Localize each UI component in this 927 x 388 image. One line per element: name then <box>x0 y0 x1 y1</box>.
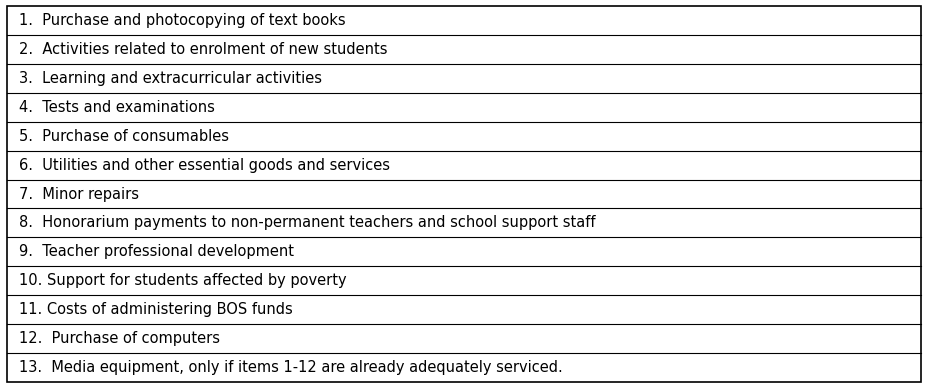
Text: 3.  Learning and extracurricular activities: 3. Learning and extracurricular activiti… <box>19 71 322 86</box>
Text: 8.  Honorarium payments to non-permanent teachers and school support staff: 8. Honorarium payments to non-permanent … <box>19 215 594 230</box>
Text: 9.  Teacher professional development: 9. Teacher professional development <box>19 244 293 260</box>
Text: 6.  Utilities and other essential goods and services: 6. Utilities and other essential goods a… <box>19 158 389 173</box>
Text: 7.  Minor repairs: 7. Minor repairs <box>19 187 138 201</box>
Text: 13.  Media equipment, only if items 1-12 are already adequately serviced.: 13. Media equipment, only if items 1-12 … <box>19 360 562 375</box>
Text: 1.  Purchase and photocopying of text books: 1. Purchase and photocopying of text boo… <box>19 13 345 28</box>
Text: 12.  Purchase of computers: 12. Purchase of computers <box>19 331 220 346</box>
Text: 2.  Activities related to enrolment of new students: 2. Activities related to enrolment of ne… <box>19 42 387 57</box>
Text: 10. Support for students affected by poverty: 10. Support for students affected by pov… <box>19 274 346 288</box>
Text: 11. Costs of administering BOS funds: 11. Costs of administering BOS funds <box>19 302 292 317</box>
Text: 5.  Purchase of consumables: 5. Purchase of consumables <box>19 128 228 144</box>
Text: 4.  Tests and examinations: 4. Tests and examinations <box>19 100 214 114</box>
